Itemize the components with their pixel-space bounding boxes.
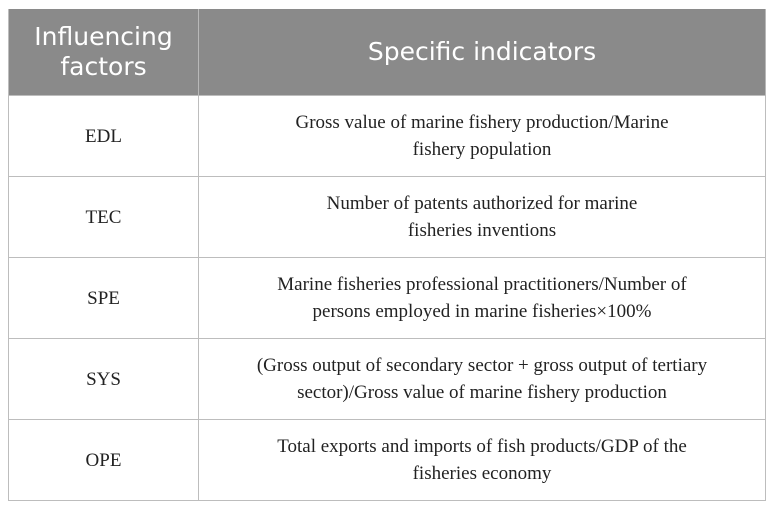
table-row: TEC Number of patents authorized for mar… (8, 176, 766, 258)
table-row: SPE Marine fisheries professional practi… (8, 257, 766, 339)
indicator-cell: Marine fisheries professional practition… (198, 257, 766, 339)
indicator-line: Number of patents authorized for marine (326, 193, 638, 214)
header-influencing-factors: Influencing factors (8, 9, 199, 96)
table-row: EDL Gross value of marine fishery produc… (8, 95, 766, 177)
header-specific-indicators: Specific indicators (198, 9, 766, 96)
factor-cell: SYS (8, 338, 199, 420)
indicator-line: (Gross output of secondary sector + gros… (256, 355, 708, 376)
indicator-cell: Number of patents authorized for marine … (198, 176, 766, 258)
indicator-line: fishery population (412, 139, 552, 160)
indicators-table-container: Influencing factors Specific indicators … (8, 9, 766, 501)
table-row: OPE Total exports and imports of fish pr… (8, 419, 766, 501)
factor-cell: EDL (8, 95, 199, 177)
indicator-line: Gross value of marine fishery production… (295, 112, 669, 133)
indicators-table: Influencing factors Specific indicators … (8, 9, 766, 501)
indicator-line: persons employed in marine fisheries×100… (312, 301, 652, 322)
indicator-line: Total exports and imports of fish produc… (277, 436, 687, 457)
indicator-cell: Gross value of marine fishery production… (198, 95, 766, 177)
indicator-cell: Total exports and imports of fish produc… (198, 419, 766, 501)
factor-cell: SPE (8, 257, 199, 339)
table-header: Influencing factors Specific indicators (8, 9, 766, 96)
factor-cell: TEC (8, 176, 199, 258)
indicator-line: Marine fisheries professional practition… (277, 274, 687, 295)
indicator-line: fisheries inventions (407, 220, 557, 241)
header-row: Influencing factors Specific indicators (8, 9, 766, 96)
table-body: EDL Gross value of marine fishery produc… (8, 95, 766, 501)
table-row: SYS (Gross output of secondary sector + … (8, 338, 766, 420)
factor-cell: OPE (8, 419, 199, 501)
indicator-cell: (Gross output of secondary sector + gros… (198, 338, 766, 420)
indicator-line: fisheries economy (412, 463, 552, 484)
indicator-line: sector)/Gross value of marine fishery pr… (297, 382, 667, 403)
